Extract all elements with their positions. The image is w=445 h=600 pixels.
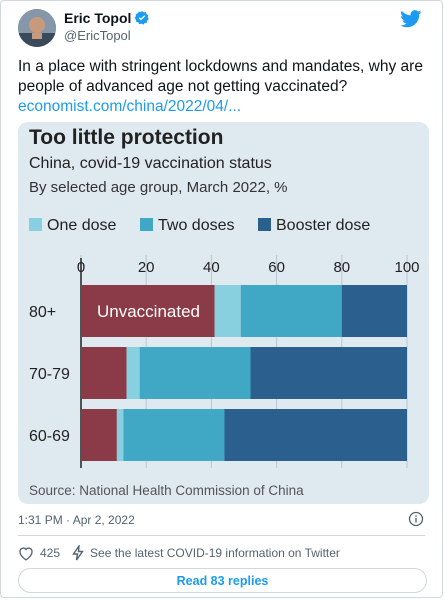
bar-80+-two_doses <box>240 285 342 337</box>
chart-subtitle-2: By selected age group, March 2022, % <box>29 179 288 196</box>
bar-70-79-two_doses <box>139 347 251 399</box>
category-label-60-69: 60-69 <box>29 428 70 445</box>
tweet-actions: 425 See the latest COVID-19 information … <box>18 545 340 561</box>
legend-label-one_dose: One dose <box>47 217 116 234</box>
x-tick-label-80: 80 <box>333 259 350 276</box>
legend-swatch-one_dose <box>29 218 42 231</box>
chart-subtitle: China, covid-19 vaccination status <box>29 155 272 172</box>
chart-svg: Too little protection China, covid-19 va… <box>18 122 429 504</box>
read-replies-button[interactable]: Read 83 replies <box>18 568 427 593</box>
legend-label-two_doses: Two doses <box>158 217 234 234</box>
chart-image[interactable]: Too little protection China, covid-19 va… <box>18 122 429 504</box>
chart-legend: One dose Two doses Booster dose <box>29 217 370 234</box>
x-tick-label-40: 40 <box>203 259 220 276</box>
author-handle[interactable]: @EricTopol <box>64 28 131 43</box>
bar-70-79-booster <box>250 347 407 399</box>
chart-source: Source: National Health Commission of Ch… <box>29 483 304 498</box>
bar-60-69-two_doses <box>123 409 225 461</box>
article-link[interactable]: economist.com/china/2022/04/... <box>18 98 242 115</box>
bar-label-unvaccinated: Unvaccinated <box>97 302 200 321</box>
legend-label-booster: Booster dose <box>276 217 370 234</box>
chart-title: Too little protection <box>29 126 223 149</box>
verified-badge-icon <box>135 11 150 25</box>
avatar[interactable] <box>18 9 56 47</box>
lightning-icon[interactable] <box>72 545 84 561</box>
bar-80+-one_dose <box>214 285 241 337</box>
divider <box>18 535 425 536</box>
bar-70-79-one_dose <box>126 347 140 399</box>
bar-60-69-unvaccinated <box>81 409 117 461</box>
info-icon[interactable] <box>408 511 424 527</box>
tweet-text: In a place with stringent lockdowns and … <box>18 57 428 117</box>
tweet-body: In a place with stringent lockdowns and … <box>18 58 423 95</box>
x-tick-label-60: 60 <box>268 259 285 276</box>
bar-80+-unvaccinated <box>81 285 215 337</box>
author-name[interactable]: Eric Topol <box>64 10 150 26</box>
bar-60-69-booster <box>224 409 407 461</box>
category-label-80+: 80+ <box>29 304 56 321</box>
like-count[interactable]: 425 <box>40 546 61 560</box>
heart-icon[interactable] <box>18 546 34 561</box>
category-label-70-79: 70-79 <box>29 366 70 383</box>
covid-info-link[interactable]: See the latest COVID-19 information on T… <box>90 546 340 560</box>
bar-70-79-unvaccinated <box>81 347 127 399</box>
author-name-text[interactable]: Eric Topol <box>64 10 132 26</box>
legend-swatch-two_doses <box>140 218 153 231</box>
twitter-bird-icon[interactable] <box>400 10 422 28</box>
bar-60-69-one_dose <box>116 409 124 461</box>
bar-80+-booster <box>341 285 407 337</box>
legend-swatch-booster <box>258 218 271 231</box>
chart-category-labels: 80+ 70-79 60-69 <box>29 304 70 445</box>
x-tick-label-100: 100 <box>394 259 419 276</box>
x-tick-label-20: 20 <box>138 259 155 276</box>
chart-bars: Unvaccinated <box>81 285 407 461</box>
tweet-timestamp[interactable]: 1:31 PM · Apr 2, 2022 <box>18 513 135 527</box>
